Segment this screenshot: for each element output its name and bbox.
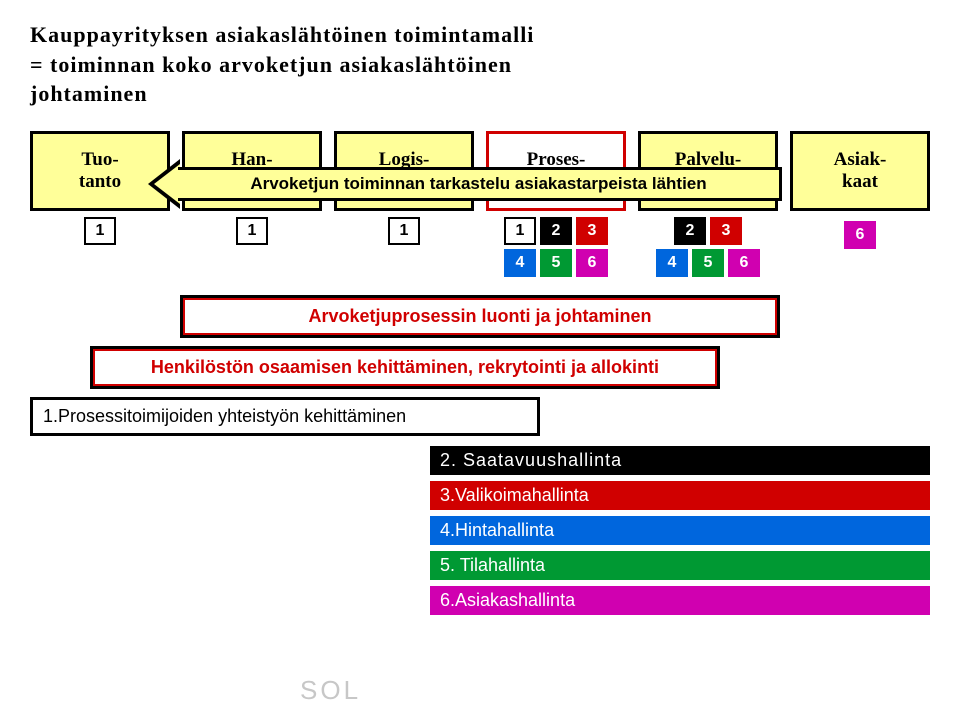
heading-line: = toiminnan koko arvoketjun asiakaslähtö… [30,50,930,80]
num-col: 6 [790,217,930,277]
num-col: 1 [30,217,170,277]
bar-arvoketjuprosessi: Arvoketjuprosessin luonti ja johtaminen [180,295,780,338]
heading-line: Kauppayrityksen asiakaslähtöinen toimint… [30,20,930,50]
legend-saatavuus: 2. Saatavuushallinta [430,446,930,475]
bar-henkilosto: Henkilöstön osaamisen kehittäminen, rekr… [90,346,720,389]
num-box: 6 [844,221,876,249]
bar-prosessitoimijat: 1.Prosessitoimijoiden yhteistyön kehittä… [30,397,540,436]
watermark: SOL [300,675,361,706]
num-col: 1 [334,217,474,277]
num-box: 3 [576,217,608,245]
heading-line: johtaminen [30,79,930,109]
arrow-label: Arvoketjun toiminnan tarkastelu asiakast… [250,174,706,194]
num-col: 123 456 [486,217,626,277]
num-col: 1 [182,217,322,277]
num-box: 5 [692,249,724,277]
arrow-left-icon [148,159,180,209]
number-row: 1 1 1 123456 23456 6 [30,217,930,277]
legend-valikoima: 3.Valikoimahallinta [430,481,930,510]
num-box: 4 [504,249,536,277]
num-box: 2 [674,217,706,245]
num-box: 6 [728,249,760,277]
legend-asiakas: 6.Asiakashallinta [430,586,930,615]
num-box: 4 [656,249,688,277]
arrow-band: Arvoketjun toiminnan tarkastelu asiakast… [178,167,782,201]
num-box: 2 [540,217,572,245]
legend: 2. Saatavuushallinta 3.Valikoimahallinta… [430,446,930,615]
num-col: 23456 [638,217,778,277]
pillar-asiakkaat: Asiak-kaat [790,131,930,211]
num-box: 6 [576,249,608,277]
num-box: 1 [84,217,116,245]
num-box: 1 [504,217,536,245]
legend-tila: 5. Tilahallinta [430,551,930,580]
num-box: 1 [388,217,420,245]
legend-hinta: 4.Hintahallinta [430,516,930,545]
num-box: 3 [710,217,742,245]
num-box: 1 [236,217,268,245]
pillar-row: Tuo-tanto Han-kinta Logis-tiikka Proses-… [30,131,930,211]
num-box: 5 [540,249,572,277]
page-title: Kauppayrityksen asiakaslähtöinen toimint… [30,20,930,109]
